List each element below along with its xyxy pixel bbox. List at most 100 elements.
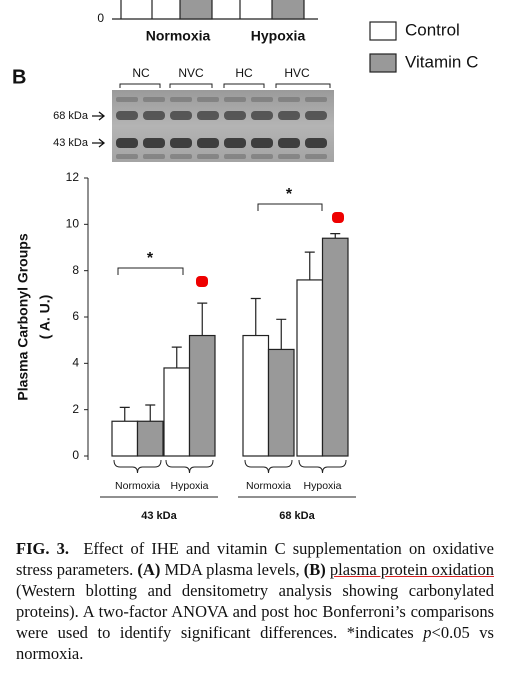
y-tick-label: 0 xyxy=(72,448,79,462)
band xyxy=(197,97,219,102)
category-label: Hypoxia xyxy=(251,28,306,44)
band xyxy=(116,97,138,102)
lane-label: HVC xyxy=(284,66,310,80)
lane-label: NC xyxy=(132,66,150,80)
error-bar xyxy=(145,404,156,422)
caption-text: MDA plasma levels, xyxy=(160,560,304,579)
caption: FIG. 3. Effect of IHE and vitamin C supp… xyxy=(16,538,494,664)
band xyxy=(170,97,192,102)
x-tick-label: Normoxia xyxy=(115,480,160,492)
panel-label: B xyxy=(12,66,26,88)
error-bar xyxy=(304,251,315,280)
band xyxy=(251,111,273,120)
marker-arrows xyxy=(92,111,106,148)
panel-a xyxy=(112,0,318,20)
caption-text: plasma protein oxidation xyxy=(329,560,494,579)
band xyxy=(278,97,300,102)
bar xyxy=(267,348,295,457)
legend-label: Vitamin C xyxy=(405,52,478,71)
legend-swatch xyxy=(369,53,397,73)
annotation: * xyxy=(147,250,154,267)
y-tick-label: 10 xyxy=(66,217,80,231)
band xyxy=(278,138,300,148)
figure: 0 Normoxia Hypoxia B NC NVC HC HVC 68 kD… xyxy=(12,0,478,522)
bar xyxy=(111,420,139,457)
error-bar xyxy=(276,318,287,350)
y-tick-label: 6 xyxy=(72,309,79,323)
band xyxy=(197,138,219,148)
group-label: 68 kDa xyxy=(279,510,315,522)
bar xyxy=(321,237,349,457)
bar xyxy=(271,0,305,20)
group-label: 43 kDa xyxy=(141,510,177,522)
band xyxy=(170,111,192,120)
annotation: * xyxy=(286,186,293,203)
band xyxy=(305,154,327,159)
y-axis-label: Plasma Carbonyl Groups xyxy=(15,233,31,400)
band xyxy=(278,111,300,120)
y-tick-label: 4 xyxy=(72,356,79,370)
band xyxy=(305,138,327,148)
x-tick-label: Hypoxia xyxy=(171,480,209,492)
error-bar xyxy=(330,233,341,239)
lane-label: NVC xyxy=(178,66,204,80)
highlight-dot xyxy=(332,212,344,223)
band xyxy=(305,111,327,120)
category-brace xyxy=(298,459,347,474)
band xyxy=(116,138,138,148)
significance-brackets xyxy=(117,203,323,275)
lane-label: HC xyxy=(235,66,253,80)
band xyxy=(170,138,192,148)
tick-label: 0 xyxy=(97,11,104,25)
category-brace xyxy=(113,459,162,474)
band xyxy=(197,154,219,159)
caption-text: FIG. 3. xyxy=(16,539,69,558)
bar xyxy=(296,279,324,457)
y-tick-label: 12 xyxy=(66,170,80,184)
band xyxy=(251,97,273,102)
band xyxy=(224,138,246,148)
error-bar xyxy=(197,302,208,336)
band xyxy=(251,154,273,159)
legend-label: Control xyxy=(405,20,460,39)
bands xyxy=(116,97,327,159)
band xyxy=(224,111,246,120)
bar xyxy=(242,334,270,457)
band xyxy=(116,111,138,120)
category-brace xyxy=(244,459,293,474)
error-bar xyxy=(171,346,182,368)
legend: Control Vitamin C xyxy=(369,20,478,73)
caption-text: p xyxy=(423,623,432,642)
lane-brackets xyxy=(119,83,331,88)
band xyxy=(278,154,300,159)
legend-swatch xyxy=(369,21,397,41)
band xyxy=(224,154,246,159)
error-bar xyxy=(250,297,261,336)
category-brace xyxy=(165,459,214,474)
bar xyxy=(188,334,216,457)
band xyxy=(143,111,165,120)
caption-text: (Western blotting and densitometry analy… xyxy=(16,560,499,642)
category-label: Normoxia xyxy=(146,28,211,44)
caption-text: (B) xyxy=(303,560,326,579)
y-tick-label: 8 xyxy=(72,263,79,277)
caption-text: (A) xyxy=(137,560,161,579)
x-tick-label: Hypoxia xyxy=(304,480,342,492)
band xyxy=(224,97,246,102)
band xyxy=(251,138,273,148)
marker-label: 68 kDa xyxy=(53,110,89,122)
band xyxy=(170,154,192,159)
western-blot xyxy=(92,83,334,162)
blot-image xyxy=(112,90,334,162)
marker-label: 43 kDa xyxy=(53,137,89,149)
x-tick-label: Normoxia xyxy=(246,480,291,492)
highlight-dot xyxy=(196,276,208,287)
bar xyxy=(163,367,191,457)
band xyxy=(305,97,327,102)
band xyxy=(116,154,138,159)
caption-text: Effect of IHE and vitamin C supplementat… xyxy=(16,539,499,579)
band xyxy=(197,111,219,120)
bar xyxy=(179,0,213,20)
y-axis-label: ( A. U.) xyxy=(37,295,53,340)
